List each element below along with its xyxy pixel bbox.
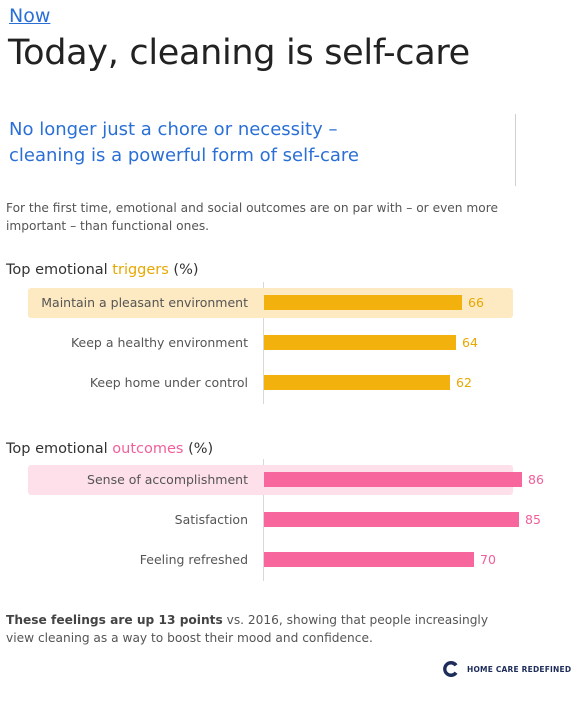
footer-rest: vs. 2016, showing that people increasing… <box>222 613 489 627</box>
chart-0-value-label-1: 64 <box>462 335 478 350</box>
chart-0-category-label-0: Maintain a pleasant environment <box>41 295 248 310</box>
footer-line-1: These feelings are up 13 points vs. 2016… <box>6 611 526 629</box>
chart-0-bar-2 <box>264 375 450 390</box>
chart-1-category-label-2: Feeling refreshed <box>139 552 248 567</box>
chart-0-bar-1 <box>264 335 456 350</box>
footer-note: These feelings are up 13 points vs. 2016… <box>6 611 526 647</box>
chart-1-bar-2 <box>264 552 474 567</box>
brand-mark: HOME CARE REDEFINED <box>442 660 571 678</box>
chart-1-value-label-2: 70 <box>480 552 496 567</box>
subtitle-line-2: cleaning is a powerful form of self-care <box>9 145 359 166</box>
chart-0-row-2: Keep home under control 62 <box>0 368 577 398</box>
chart-0-axis <box>263 282 264 404</box>
page-title: Today, cleaning is self-care <box>8 33 470 73</box>
intro-line-2: important – than functional ones. <box>6 219 210 233</box>
chart-0-value-label-0: 66 <box>468 295 484 310</box>
chart-1-row-2: Feeling refreshed 70 <box>0 545 577 575</box>
chart-1-bar-1 <box>264 512 519 527</box>
vertical-divider <box>515 114 516 186</box>
footer-bold: These feelings are up 13 points <box>6 613 223 627</box>
triggers-title-suffix: (%) <box>168 262 199 278</box>
intro-text: For the first time, emotional and social… <box>6 199 571 235</box>
footer-line-2: view cleaning as a way to boost their mo… <box>6 631 373 645</box>
outcomes-title-prefix: Top emotional <box>6 441 113 457</box>
chart-0-category-label-2: Keep home under control <box>89 375 248 390</box>
chart-0-category-label-1: Keep a healthy environment <box>70 335 248 350</box>
outcomes-chart: Sense of accomplishment 86 Satisfaction 85 F… <box>0 459 577 587</box>
chart-1-row-0: Sense of accomplishment 86 <box>0 465 577 495</box>
chart-0-row-0: Maintain a pleasant environment 66 <box>0 288 577 318</box>
triggers-chart: Maintain a pleasant environment 66 Keep a … <box>0 282 577 410</box>
chart-1-value-label-1: 85 <box>525 512 541 527</box>
chart-1-value-label-0: 86 <box>528 472 544 487</box>
subtitle-line-1: No longer just a chore or necessity – <box>9 119 338 140</box>
triggers-title-accent: triggers <box>112 262 169 278</box>
intro-line-1: For the first time, emotional and social… <box>6 201 498 215</box>
chart-0-value-label-2: 62 <box>456 375 472 390</box>
outcomes-title-suffix: (%) <box>183 441 214 457</box>
subtitle: No longer just a chore or necessity – cl… <box>9 117 479 169</box>
brand-text: HOME CARE REDEFINED <box>467 664 572 674</box>
chart-1-category-label-1: Satisfaction <box>174 512 248 527</box>
triggers-chart-title: Top emotional triggers (%) <box>6 262 199 278</box>
triggers-title-prefix: Top emotional <box>6 262 113 278</box>
chart-1-row-1: Satisfaction 85 <box>0 505 577 535</box>
chart-1-category-label-0: Sense of accomplishment <box>87 472 248 487</box>
chart-1-bar-0 <box>264 472 522 487</box>
chart-0-bar-0 <box>264 295 462 310</box>
outcomes-chart-title: Top emotional outcomes (%) <box>6 441 213 457</box>
chart-1-axis <box>263 459 264 581</box>
eyebrow-label: Now <box>9 5 51 27</box>
outcomes-title-accent: outcomes <box>112 441 184 457</box>
chart-0-row-1: Keep a healthy environment 64 <box>0 328 577 358</box>
home-care-logo-icon <box>443 661 458 677</box>
